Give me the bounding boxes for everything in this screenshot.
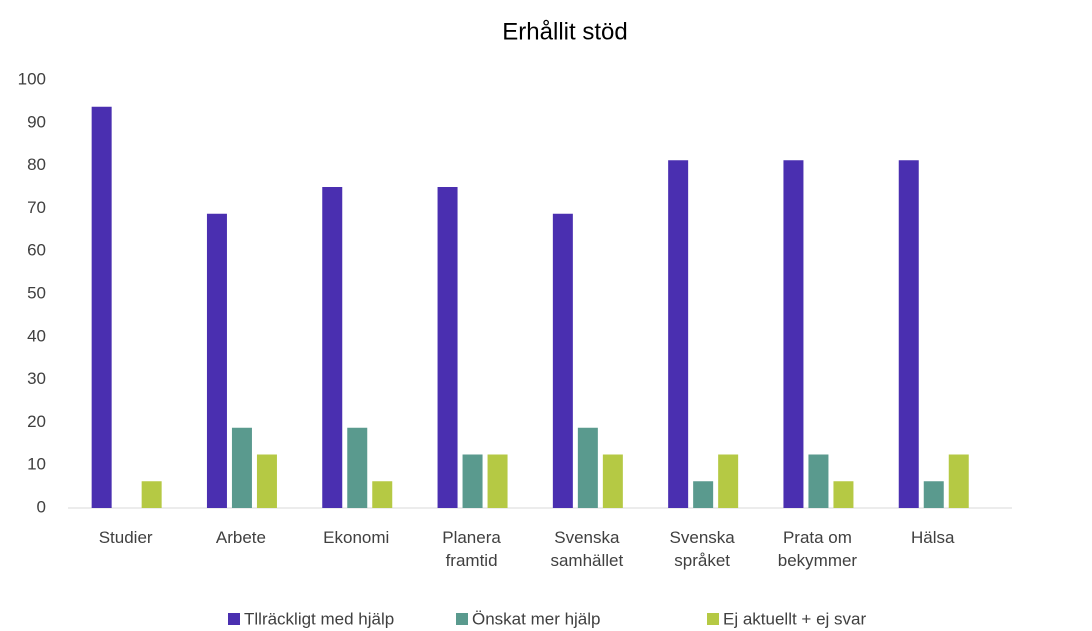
bar xyxy=(206,213,227,508)
x-tick-label: Arbete xyxy=(215,528,266,547)
bar xyxy=(231,427,252,508)
bar xyxy=(693,481,714,508)
y-tick-label: 40 xyxy=(27,326,46,345)
bar xyxy=(923,481,944,508)
bar xyxy=(718,454,739,508)
bar xyxy=(898,160,919,508)
y-tick-label: 60 xyxy=(27,241,46,260)
x-tick-label: Ekonomi xyxy=(323,528,390,547)
bar xyxy=(783,160,804,508)
legend-swatch xyxy=(228,613,240,625)
bar xyxy=(437,187,458,508)
bar xyxy=(347,427,368,508)
bar xyxy=(808,454,829,508)
bar xyxy=(91,106,112,508)
bar xyxy=(602,454,623,508)
bar xyxy=(256,454,277,508)
bar xyxy=(577,427,598,508)
legend-swatch xyxy=(456,613,468,625)
y-tick-label: 30 xyxy=(27,369,46,388)
bar xyxy=(462,454,483,508)
legend-label: Ej aktuellt + ej svar xyxy=(723,609,866,628)
bar xyxy=(487,454,508,508)
x-tick-label: Svenska språket xyxy=(669,528,735,570)
bar xyxy=(322,187,343,508)
legend-label: Önskat mer hjälp xyxy=(472,609,601,628)
x-tick-label: Planera framtid xyxy=(442,528,501,570)
legend-swatch xyxy=(707,613,719,625)
x-tick-label: Prata om bekymmer xyxy=(777,528,858,570)
bar xyxy=(372,481,393,508)
y-tick-label: 10 xyxy=(27,455,46,474)
y-tick-label: 80 xyxy=(27,155,46,174)
x-tick-label: Hälsa xyxy=(911,528,955,547)
y-tick-label: 20 xyxy=(27,412,46,431)
bar xyxy=(141,481,162,508)
y-tick-label: 90 xyxy=(27,112,46,131)
x-tick-label: Studier xyxy=(98,528,153,547)
y-tick-label: 50 xyxy=(27,283,46,302)
bar xyxy=(552,213,573,508)
chart-title: Erhållit stöd xyxy=(502,18,627,45)
legend-label: Tllräckligt med hjälp xyxy=(244,609,394,628)
bar xyxy=(668,160,689,508)
y-tick-label: 70 xyxy=(27,198,46,217)
x-tick-label: Svenska samhället xyxy=(550,528,624,570)
y-tick-label: 100 xyxy=(18,69,46,88)
y-tick-label: 0 xyxy=(37,497,46,516)
bar xyxy=(948,454,969,508)
bar xyxy=(833,481,854,508)
